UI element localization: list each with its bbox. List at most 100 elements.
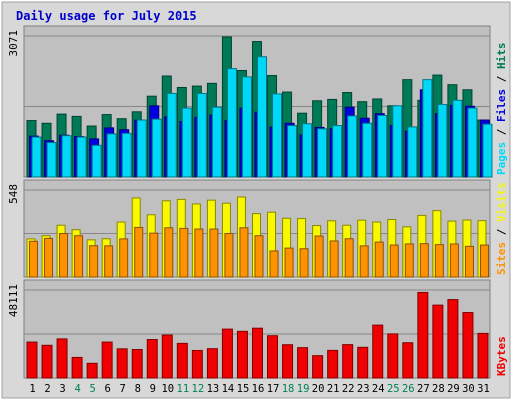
x-tick-label: 25: [387, 383, 400, 395]
kbytes-bar: [206, 348, 218, 379]
pages-bar: [61, 135, 72, 178]
kbytes-bar: [146, 339, 158, 379]
pages-bar: [392, 105, 403, 178]
x-tick-label: 2: [44, 383, 50, 395]
kbytes-bar: [41, 344, 53, 379]
panel-hits-files-pages: 3071 Pages / Files / Hits: [7, 25, 508, 178]
kbytes-bar: [327, 349, 339, 379]
x-tick-label: 13: [207, 383, 220, 395]
pages-bar: [437, 103, 448, 178]
legend-item: KBytes: [495, 336, 508, 376]
pages-bar: [76, 136, 87, 178]
sites-bar: [29, 240, 38, 278]
pages-bar: [377, 114, 388, 178]
panel-kbytes: 48111 KBytes: [7, 279, 508, 379]
pages-bar: [422, 79, 433, 178]
sites-bar: [179, 227, 189, 278]
kbytes-bar: [387, 333, 399, 379]
legend-item: Hits: [495, 43, 508, 70]
x-tick-label: 6: [105, 383, 111, 395]
x-tick-label: 24: [372, 383, 385, 395]
kbytes-bar: [477, 332, 489, 379]
x-tick-label: 17: [267, 383, 280, 395]
x-tick-label: 12: [192, 383, 205, 395]
pages-bar: [347, 115, 358, 178]
sites-bar: [59, 233, 69, 278]
y-axis-max-label: 548: [7, 184, 20, 204]
sites-bar: [209, 228, 219, 278]
sites-bar: [449, 243, 459, 278]
kbytes-bar: [282, 344, 294, 379]
legend-item: /: [495, 222, 508, 242]
kbytes-bar: [86, 362, 98, 379]
sites-bar: [239, 227, 249, 278]
x-tick-label: 4: [74, 383, 80, 395]
kbytes-bar: [447, 299, 459, 379]
pages-bar: [91, 144, 102, 178]
kbytes-bar: [312, 355, 324, 379]
pages-bar: [241, 76, 252, 178]
pages-bar: [181, 107, 192, 178]
x-tick-label: 23: [357, 383, 370, 395]
legend-item: Pages: [495, 142, 508, 175]
kbytes-bar: [176, 342, 188, 379]
x-tick-label: 28: [432, 383, 445, 395]
pages-bar: [211, 106, 222, 178]
sites-bar: [359, 245, 369, 278]
x-tick-label: 30: [462, 383, 475, 395]
panel-visits-sites: 548 Sites / Visits: [7, 179, 508, 278]
pages-bar: [482, 123, 493, 178]
sites-bar: [434, 244, 444, 278]
x-tick-label: 5: [89, 383, 95, 395]
legend-kbytes: KBytes: [495, 336, 508, 376]
kbytes-bar: [71, 356, 83, 379]
pages-bar: [226, 68, 237, 178]
x-axis-day-labels: 1 2 3 4 5 6 7 8 9 10 11 12 13 14 15 16 17 18 19 20 21 22 23 24 2…: [29, 383, 489, 395]
pages-bar: [467, 107, 478, 178]
kbytes-bar: [372, 324, 384, 379]
pages-bar: [31, 136, 42, 178]
pages-bar: [166, 92, 177, 178]
sites-bar: [224, 233, 234, 278]
pages-bar: [272, 93, 283, 178]
pages-bar: [407, 126, 418, 178]
kbytes-bar: [462, 312, 474, 379]
legend-item: /: [495, 122, 508, 142]
sites-bar: [404, 243, 414, 278]
pages-bar: [106, 133, 117, 178]
sites-bar: [389, 244, 399, 278]
sites-bar: [374, 241, 384, 278]
sites-bar: [89, 245, 99, 278]
y-axis-max-label: 3071: [7, 30, 20, 57]
kbytes-bar: [417, 291, 429, 379]
x-tick-label: 8: [135, 383, 141, 395]
sites-bar: [44, 237, 54, 278]
kbytes-bar: [342, 344, 354, 379]
sites-bar: [419, 243, 429, 278]
legend-hits-files-pages: Pages / Files / Hits: [495, 43, 508, 176]
x-tick-label: 31: [477, 383, 490, 395]
kbytes-bar: [402, 342, 414, 379]
sites-bar: [269, 250, 279, 278]
pages-bar: [452, 99, 463, 178]
legend-item: Files: [495, 89, 508, 122]
pages-bar: [256, 56, 267, 178]
kbytes-bar: [191, 349, 203, 379]
kbytes-bar: [236, 330, 248, 379]
kbytes-bar: [221, 328, 233, 379]
pages-bar: [302, 123, 313, 178]
x-tick-label: 3: [59, 383, 65, 395]
x-tick-label: 18: [282, 383, 295, 395]
kbytes-bar: [161, 334, 173, 379]
legend-item: Visits: [495, 182, 508, 222]
y-axis-max-label: 48111: [7, 284, 20, 317]
x-tick-label: 16: [252, 383, 265, 395]
sites-bar: [104, 245, 114, 278]
kbytes-bar: [357, 346, 369, 379]
pages-bar: [362, 122, 373, 178]
x-tick-label: 19: [297, 383, 310, 395]
kbytes-bar: [131, 349, 143, 379]
chart-title: Daily usage for July 2015: [16, 9, 197, 23]
